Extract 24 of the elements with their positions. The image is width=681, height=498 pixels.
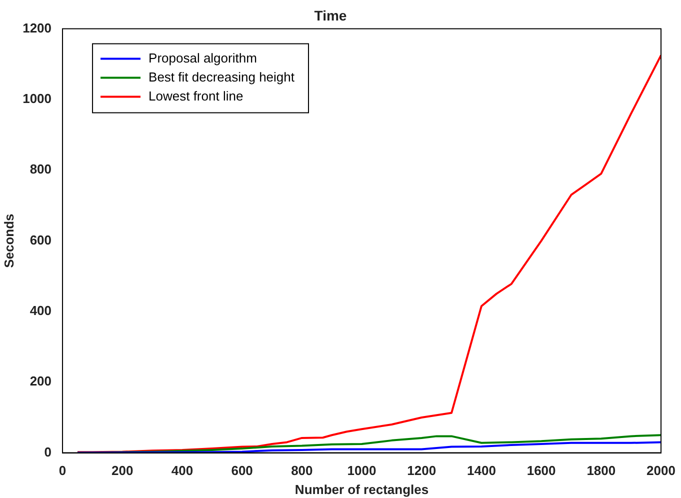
x-tick-label: 200	[112, 463, 134, 478]
x-tick-label: 0	[58, 463, 66, 478]
x-tick-label: 1200	[407, 463, 436, 478]
y-tick-label: 600	[30, 232, 52, 248]
x-tick-label: 1600	[526, 463, 556, 478]
x-tick-label: 2000	[646, 463, 676, 478]
y-tick-label: 1000	[22, 91, 52, 106]
x-tick-label: 1400	[466, 463, 496, 478]
x-tick-label: 400	[171, 463, 194, 478]
y-tick-label: 0	[44, 444, 52, 460]
y-tick-label: 400	[30, 303, 52, 318]
legend-label: Lowest front line	[148, 88, 244, 104]
x-tick-label: 1800	[586, 463, 616, 478]
x-tick-label: 800	[291, 463, 313, 478]
chart-title: Time	[314, 7, 347, 24]
legend-label: Best fit decreasing height	[148, 69, 295, 84]
y-tick-label: 1200	[22, 20, 52, 36]
y-axis-title: Seconds	[1, 214, 16, 268]
legend-label: Proposal algorithm	[148, 50, 257, 66]
x-tick-label: 1000	[347, 463, 376, 478]
y-tick-label: 200	[30, 374, 52, 389]
x-axis-title: Number of rectangles	[294, 482, 429, 497]
y-tick-label: 800	[30, 162, 52, 177]
x-tick-label: 600	[231, 463, 253, 478]
